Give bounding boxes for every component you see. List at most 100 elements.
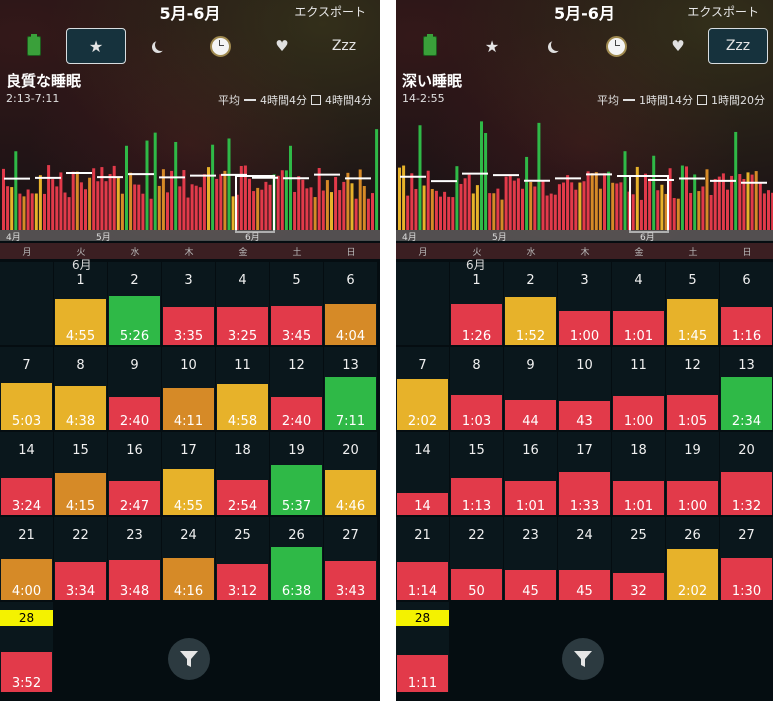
calendar-day-13[interactable]: 13 7:11 (324, 347, 377, 430)
calendar-day-25[interactable]: 25 3:12 (216, 517, 269, 600)
day-number: 21 (18, 528, 35, 543)
history-chart[interactable] (396, 108, 773, 234)
calendar-day-9[interactable]: 9 2:40 (108, 347, 161, 430)
export-button[interactable]: エクスポート (687, 5, 759, 19)
calendar-day-23[interactable]: 23 3:48 (108, 517, 161, 600)
day-number: 11 (630, 358, 647, 373)
calendar-day-13[interactable]: 13 2:34 (720, 347, 773, 430)
history-bar (406, 195, 410, 230)
day-value-bar: 4:55 (55, 298, 106, 345)
calendar-day-15[interactable]: 15 1:13 (450, 432, 503, 515)
calendar-day-27[interactable]: 27 1:30 (720, 517, 773, 600)
calendar-day-4[interactable]: 4 3:25 (216, 262, 269, 345)
calendar-day-6[interactable]: 6 1:16 (720, 262, 773, 345)
calendar-day-2[interactable]: 2 1:52 (504, 262, 557, 345)
calendar-day-24[interactable]: 24 4:16 (162, 517, 215, 600)
history-bar (615, 183, 619, 230)
tab-quality[interactable]: ★ (66, 28, 126, 64)
calendar-day-10[interactable]: 10 4:11 (162, 347, 215, 430)
calendar-day-27[interactable]: 27 3:43 (324, 517, 377, 600)
day-value-bar: 2:02 (667, 549, 718, 600)
calendar-day-17[interactable]: 17 1:33 (558, 432, 611, 515)
calendar-day-7[interactable]: 7 5:03 (0, 347, 53, 430)
export-button[interactable]: エクスポート (294, 5, 366, 19)
day-value-bar: 5:37 (271, 464, 322, 515)
calendar-day-14[interactable]: 14 3:24 (0, 432, 53, 515)
tab-moon[interactable] (524, 28, 584, 64)
tab-clock[interactable] (190, 28, 250, 64)
history-bar (198, 187, 202, 230)
calendar-day-12[interactable]: 12 2:40 (270, 347, 323, 430)
period-title[interactable]: 5月-6月 (159, 4, 221, 23)
calendar-day-10[interactable]: 10 43 (558, 347, 611, 430)
history-chart[interactable] (0, 108, 380, 234)
calendar-day-21[interactable]: 21 4:00 (0, 517, 53, 600)
history-bar (43, 193, 46, 230)
history-bar (88, 177, 92, 230)
calendar-day-7[interactable]: 7 2:02 (396, 347, 449, 430)
calendar-day-6[interactable]: 6 4:04 (324, 262, 377, 345)
calendar-day-15[interactable]: 15 4:15 (54, 432, 107, 515)
calendar-day-19[interactable]: 19 1:00 (666, 432, 719, 515)
history-bar (18, 193, 22, 230)
calendar-day-24[interactable]: 24 45 (558, 517, 611, 600)
tab-heart[interactable]: ♥ (252, 28, 312, 64)
history-bar (317, 167, 321, 230)
day-value-bar: 1:33 (559, 472, 610, 515)
tab-quality[interactable]: ★ (462, 28, 522, 64)
calendar-day-25[interactable]: 25 32 (612, 517, 665, 600)
calendar-day-2[interactable]: 2 5:26 (108, 262, 161, 345)
history-bar (55, 186, 59, 230)
tab-moon[interactable] (128, 28, 188, 64)
history-bar (100, 167, 104, 230)
tab-battery[interactable] (4, 28, 64, 64)
calendar-day-5[interactable]: 5 3:45 (270, 262, 323, 345)
filter-button[interactable] (168, 638, 210, 680)
history-bar (590, 173, 594, 230)
calendar-day-1[interactable]: 1 4:55 (54, 262, 107, 345)
tab-deep-sleep[interactable]: Zzz (314, 28, 374, 64)
calendar-day-8[interactable]: 8 1:03 (450, 347, 503, 430)
calendar-day-11[interactable]: 11 1:00 (612, 347, 665, 430)
calendar-day-12[interactable]: 12 1:05 (666, 347, 719, 430)
history-bar (51, 179, 55, 230)
calendar-day-5[interactable]: 5 1:45 (666, 262, 719, 345)
calendar-day-1[interactable]: 1 1:26 (450, 262, 503, 345)
day-number: 22 (72, 528, 89, 543)
calendar-day-9[interactable]: 9 44 (504, 347, 557, 430)
calendar-day-22[interactable]: 22 50 (450, 517, 503, 600)
calendar-grid: 1 4:55 2 5:26 3 3:35 4 3:25 5 3:45 6 4:04 7 5:03 8 4:38… (0, 262, 380, 692)
calendar-day-3[interactable]: 3 1:00 (558, 262, 611, 345)
history-bar (330, 192, 333, 230)
history-bar (10, 187, 14, 230)
calendar-day-18[interactable]: 18 1:01 (612, 432, 665, 515)
calendar-day-16[interactable]: 16 1:01 (504, 432, 557, 515)
tab-clock[interactable] (586, 28, 646, 64)
calendar-day-26[interactable]: 26 6:38 (270, 517, 323, 600)
calendar-day-19[interactable]: 19 5:37 (270, 432, 323, 515)
calendar-day-3[interactable]: 3 3:35 (162, 262, 215, 345)
calendar-day-16[interactable]: 16 2:47 (108, 432, 161, 515)
calendar-day-20[interactable]: 20 4:46 (324, 432, 377, 515)
day-value-bar: 4:15 (55, 472, 106, 515)
filter-button[interactable] (562, 638, 604, 680)
calendar-day-18[interactable]: 18 2:54 (216, 432, 269, 515)
tab-heart[interactable]: ♥ (648, 28, 708, 64)
calendar-day-21[interactable]: 21 1:14 (396, 517, 449, 600)
period-title[interactable]: 5月-6月 (554, 4, 615, 23)
calendar-day-22[interactable]: 22 3:34 (54, 517, 107, 600)
calendar-day-26[interactable]: 26 2:02 (666, 517, 719, 600)
calendar-day-14[interactable]: 14 14 (396, 432, 449, 515)
calendar-day-20[interactable]: 20 1:32 (720, 432, 773, 515)
calendar-day-11[interactable]: 11 4:58 (216, 347, 269, 430)
day-value-bar: 4:04 (325, 303, 376, 345)
day-value-bar: 4:58 (217, 383, 268, 430)
calendar-day-8[interactable]: 8 4:38 (54, 347, 107, 430)
calendar-day-17[interactable]: 17 4:55 (162, 432, 215, 515)
calendar-day-23[interactable]: 23 45 (504, 517, 557, 600)
day-number: 27 (342, 528, 359, 543)
history-bar (120, 193, 124, 230)
calendar-day-4[interactable]: 4 1:01 (612, 262, 665, 345)
tab-deep-sleep[interactable]: Zzz (708, 28, 768, 64)
tab-battery[interactable] (400, 28, 460, 64)
